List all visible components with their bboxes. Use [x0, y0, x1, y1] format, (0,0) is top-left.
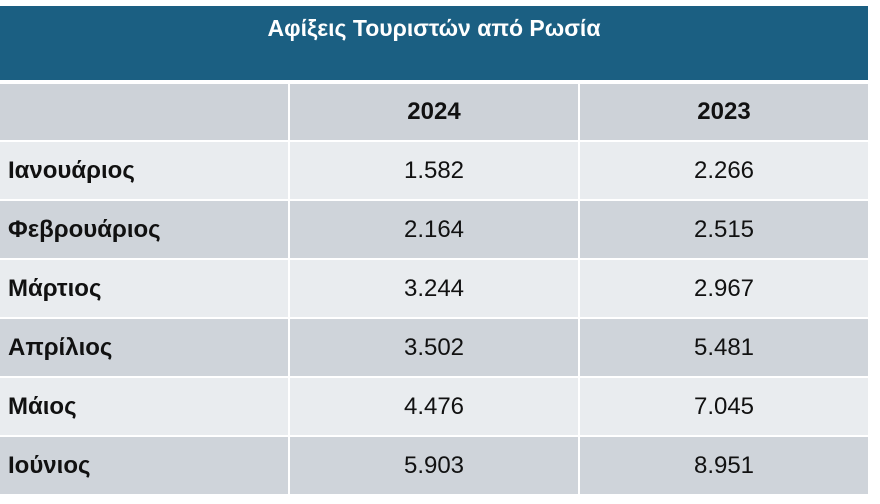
- row-label: Ιούνιος: [0, 437, 288, 494]
- value-cell: 3.502: [290, 319, 578, 376]
- header-cell: [0, 84, 288, 140]
- value-cell: 3.244: [290, 260, 578, 317]
- value-cell: 2.164: [290, 201, 578, 258]
- value-cell: 2.266: [580, 142, 868, 199]
- value-cell: 2.515: [580, 201, 868, 258]
- value-cell: 4.476: [290, 378, 578, 435]
- row-label: Απρίλιος: [0, 319, 288, 376]
- header-cell: 2023: [580, 84, 868, 140]
- value-cell: 2.967: [580, 260, 868, 317]
- value-cell: 5.481: [580, 319, 868, 376]
- value-cell: 7.045: [580, 378, 868, 435]
- row-label: Μάιος: [0, 378, 288, 435]
- row-label: Φεβρουάριος: [0, 201, 288, 258]
- value-cell: 1.582: [290, 142, 578, 199]
- header-cell: 2024: [290, 84, 578, 140]
- value-cell: 8.951: [580, 437, 868, 494]
- row-label: Ιανουάριος: [0, 142, 288, 199]
- value-cell: 5.903: [290, 437, 578, 494]
- table-title: Αφίξεις Τουριστών από Ρωσία: [0, 6, 868, 80]
- row-label: Μάρτιος: [0, 260, 288, 317]
